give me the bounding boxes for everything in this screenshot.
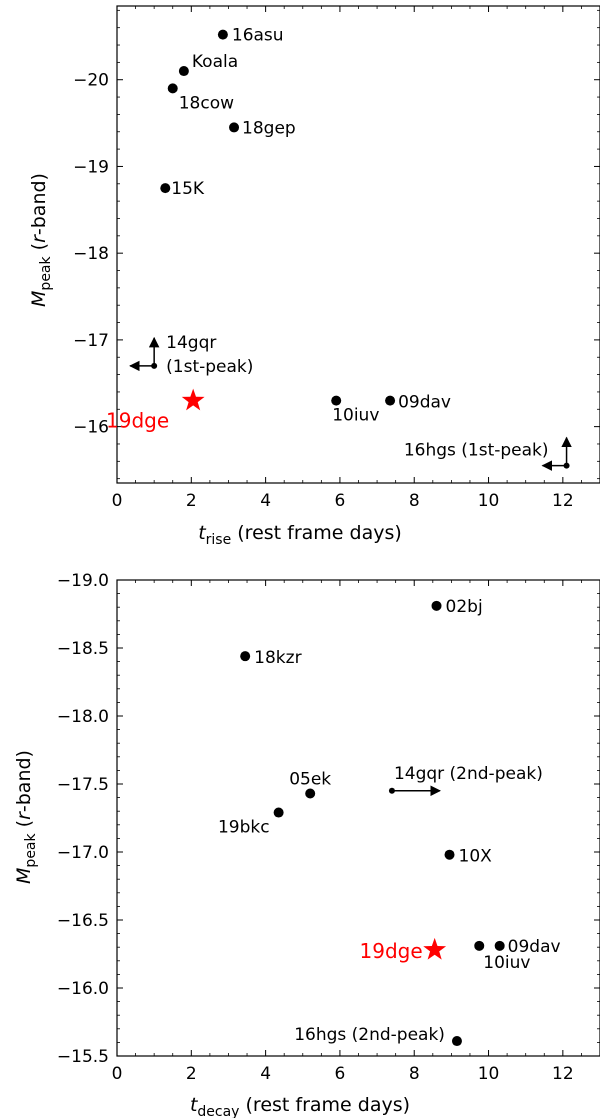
point-label-09dav: 09dav	[398, 393, 451, 413]
panel-rise: 0 2 4 6 8 10 12 −16 −17 −18 −19 −20 16asu Koala 18co…	[28, 5, 600, 548]
x-tick-label-rise: 10	[478, 491, 500, 511]
y-tick-label-decay: −17.5	[57, 775, 109, 795]
y-tick-label-decay: −17.0	[57, 843, 109, 863]
data-point-16hgs-1st-peak	[563, 462, 570, 469]
y-ticks-rise: −16 −17 −18 −19 −20	[73, 9, 600, 480]
data-point-05ek	[305, 788, 316, 799]
point-label-19bkc: 19bkc	[218, 818, 270, 838]
y-tick-label-rise: −17	[73, 331, 109, 351]
x-ticks-rise: 0 2 4 6 8 10 12	[112, 6, 600, 511]
point-label-16asu: 16asu	[232, 26, 284, 46]
point-label-14gqr-2nd-peak: 14gqr (2nd-peak)	[394, 764, 543, 784]
y-tick-label-rise: −16	[73, 418, 109, 438]
x-axis-label-decay: tdecay (rest frame days)	[190, 1094, 410, 1118]
y-tick-label-rise: −20	[73, 71, 109, 91]
point-label-koala: Koala	[192, 52, 238, 72]
data-point-14gqr-2nd-peak	[388, 787, 395, 794]
data-marks-decay: 02bj 18kzr 05ek 19bkc 14gqr (2nd-peak) 10X 10i…	[218, 597, 561, 1047]
x-tick-label-rise: 8	[409, 491, 420, 511]
y-tick-label-rise: −18	[73, 244, 109, 264]
data-marks-rise: 16asu Koala 18cow 18gep 15K 14gqr (1st-peak) 10…	[106, 26, 572, 471]
data-point-16hgs-2nd-peak	[451, 1036, 462, 1047]
highlight-star-19dge	[423, 937, 447, 960]
data-point-koala	[178, 66, 189, 77]
x-tick-label-rise: 12	[552, 491, 574, 511]
point-label-14gqr-1st-peak: 14gqr (1st-peak)	[166, 333, 253, 377]
point-label-16hgs-1st-peak: 16hgs (1st-peak)	[404, 441, 549, 461]
y-tick-label-decay: −18.5	[57, 639, 109, 659]
x-tick-label-rise: 0	[112, 491, 123, 511]
data-point-18gep	[229, 122, 240, 133]
x-tick-label-decay: 4	[260, 1064, 271, 1084]
x-tick-label-rise: 6	[335, 491, 346, 511]
data-point-02bj	[431, 600, 442, 611]
data-point-18cow	[167, 83, 178, 94]
x-tick-label-decay: 6	[335, 1064, 346, 1084]
point-label-18cow: 18cow	[179, 93, 234, 113]
point-label-18gep: 18gep	[242, 118, 296, 138]
y-tick-label-decay: −19.0	[57, 571, 109, 591]
data-point-09dav	[494, 940, 505, 951]
point-label-18kzr: 18kzr	[254, 648, 301, 668]
y-tick-label-rise: −19	[73, 157, 109, 177]
data-point-19bkc	[273, 807, 284, 818]
x-tick-label-decay: 12	[552, 1064, 574, 1084]
point-label-09dav: 09dav	[508, 937, 561, 957]
point-label-10iuv: 10iuv	[332, 406, 379, 426]
y-axis-label-rise: Mpeak (r-band)	[28, 173, 54, 307]
highlight-star-19dge	[181, 388, 205, 411]
data-point-18kzr	[240, 651, 251, 662]
y-tick-label-decay: −16.5	[57, 911, 109, 931]
highlight-label-19dge: 19dge	[106, 409, 169, 433]
point-label-02bj: 02bj	[446, 597, 483, 617]
data-point-09dav	[385, 395, 396, 406]
highlight-label-19dge: 19dge	[360, 939, 423, 963]
x-tick-label-decay: 8	[409, 1064, 420, 1084]
point-label-05ek: 05ek	[289, 770, 331, 790]
point-label-16hgs-2nd-peak: 16hgs (2nd-peak)	[294, 1025, 445, 1045]
x-tick-label-decay: 2	[186, 1064, 197, 1084]
point-label-10x: 10X	[459, 847, 493, 867]
data-point-14gqr-1st-peak	[151, 362, 158, 369]
point-label-10iuv: 10iuv	[483, 953, 530, 973]
data-point-10x	[444, 849, 455, 860]
data-point-15k	[160, 183, 171, 194]
x-tick-label-decay: 10	[478, 1064, 500, 1084]
x-tick-label-rise: 4	[260, 491, 271, 511]
y-tick-label-decay: −16.0	[57, 979, 109, 999]
plot-frame-decay	[116, 579, 600, 1057]
x-tick-label-rise: 2	[186, 491, 197, 511]
y-axis-label-decay: Mpeak (r-band)	[13, 750, 39, 884]
point-label-15k: 15K	[171, 179, 205, 199]
y-ticks-decay: −15.5 −16.0 −16.5 −17.0 −17.5 −18.0 −18.5 −19.0	[57, 571, 600, 1067]
x-axis-label-rise: trise (rest frame days)	[198, 522, 402, 548]
data-point-10iuv	[331, 395, 342, 406]
x-ticks-decay: 0 2 4 6 8 10 12	[112, 580, 600, 1084]
y-tick-label-decay: −15.5	[57, 1047, 109, 1067]
y-tick-label-decay: −18.0	[57, 707, 109, 727]
data-point-16asu	[217, 29, 228, 40]
panel-decay: 0 2 4 6 8 10 12 −15.5 −16.0 −16.5 −17.0 −17.5 −18.0…	[13, 571, 600, 1118]
data-point-10iuv	[474, 940, 485, 951]
x-tick-label-decay: 0	[112, 1064, 123, 1084]
